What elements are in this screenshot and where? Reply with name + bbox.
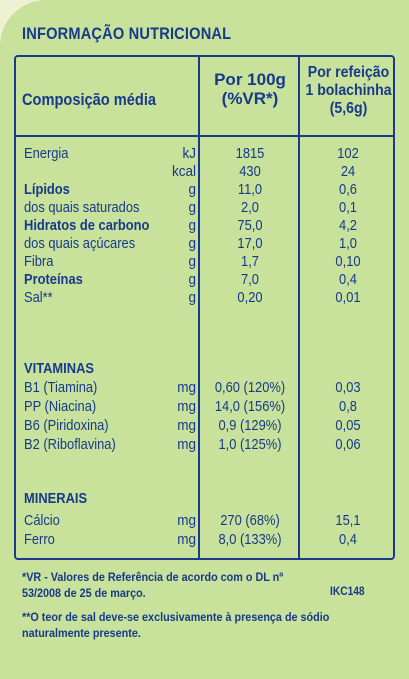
nutrient-per-serving: 0,4 [339,271,357,288]
nutrient-row: dos quais saturados g 2,0 0,1 [16,199,397,218]
nutrient-unit: g [188,253,196,270]
nutrient-per100: 75,0 [237,217,263,234]
nutrient-unit: g [188,217,196,234]
header-composition: Composição média [22,90,157,109]
nutrient-per100: 17,0 [237,235,263,252]
nutrient-row: Lípidos g 11,0 0,6 [16,181,397,200]
mineral-per100: 8,0 (133%) [218,531,282,548]
footnote-salt-line1: **O teor de sal deve-se exclusivamente à… [22,610,330,624]
nutrient-per-serving: 24 [340,163,356,180]
nutrient-per-serving: 1,0 [339,235,357,252]
nutrient-per-serving: 0,1 [339,199,357,216]
vitamin-unit: mg [177,379,196,396]
nutrient-label: Hidratos de carbono [24,217,150,234]
header-per-100g: Por 100g (%VR*) [200,70,300,108]
header-per-serving: Por refeição 1 bolachinha (5,6g) [302,64,394,118]
mineral-unit: mg [177,512,196,529]
vitamin-label: B6 (Piridoxina) [24,417,109,434]
column-divider-2 [298,57,300,558]
vitamin-per100: 14,0 (156%) [214,398,286,415]
mineral-per-serving: 0,4 [339,531,357,548]
nutrient-label: Fibra [24,253,54,270]
nutrient-per100: 2,0 [241,199,259,216]
nutrient-label: Lípidos [24,181,70,198]
mineral-unit: mg [177,531,196,548]
vitamin-row: B6 (Piridoxina) mg 0,9 (129%) 0,05 [16,417,397,436]
vitamin-row: PP (Niacina) mg 14,0 (156%) 0,8 [16,398,397,417]
vitamin-unit: mg [177,436,196,453]
vitamin-per-serving: 0,03 [335,379,361,396]
vitamin-per-serving: 0,05 [335,417,361,434]
nutrition-title: INFORMAÇÃO NUTRICIONAL [22,24,232,43]
mineral-label: Cálcio [24,512,60,529]
nutrient-per-serving: 0,6 [339,181,357,198]
nutrient-label: dos quais saturados [24,199,140,216]
nutrient-unit: g [188,289,196,306]
footnote-salt: **O teor de sal deve-se exclusivamente à… [22,609,382,641]
mineral-per-serving: 15,1 [335,512,361,529]
header-per-100g-line2: (%VR*) [221,89,279,108]
header-per-serving-line1: Por refeição [307,64,390,81]
vitamin-per100: 1,0 (125%) [218,436,282,453]
nutrient-unit: g [188,199,196,216]
nutrient-per-serving: 0,01 [335,289,361,306]
header-divider [16,135,393,137]
vitamin-per-serving: 0,06 [335,436,361,453]
mineral-label: Ferro [24,531,55,548]
nutrient-per100: 1,7 [241,253,259,270]
vitamin-row: B2 (Riboflavina) mg 1,0 (125%) 0,06 [16,436,397,455]
nutrient-row: Hidratos de carbono g 75,0 4,2 [16,217,397,236]
nutrition-table: Composição média Por 100g (%VR*) Por ref… [14,55,395,560]
footnote-vr-line2: 53/2008 de 25 de março. [22,586,146,600]
vitamins-heading: VITAMINAS [24,360,94,377]
nutrient-unit: kJ [182,145,197,162]
nutrient-label: Energia [24,145,69,162]
nutrient-row: kcal 430 24 [16,163,397,182]
nutrient-unit: g [188,271,196,288]
header-per-serving-line3: (5,6g) [329,100,368,117]
header-per-100g-line1: Por 100g [214,70,286,89]
nutrient-row: dos quais açúcares g 17,0 1,0 [16,235,397,254]
footnote-vr: *VR - Valores de Referência de acordo co… [22,569,382,601]
vitamin-per100: 0,60 (120%) [214,379,286,396]
nutrient-unit: kcal [171,163,196,180]
mineral-per100: 270 (68%) [220,512,280,529]
vitamin-label: PP (Niacina) [24,398,97,415]
vitamin-per100: 0,9 (129%) [218,417,282,434]
column-divider-1 [198,57,200,558]
nutrient-per100: 430 [239,163,261,180]
nutrient-row: Energia kJ 1815 102 [16,145,397,164]
nutrient-per100: 1815 [235,145,265,162]
minerals-heading: MINERAIS [24,490,88,507]
nutrient-per-serving: 102 [337,145,359,162]
nutrient-per100: 0,20 [237,289,263,306]
nutrient-row: Proteínas g 7,0 0,4 [16,271,397,290]
nutrient-row: Sal** g 0,20 0,01 [16,289,397,308]
nutrient-label: Sal** [24,289,53,306]
nutrient-per-serving: 4,2 [339,217,357,234]
product-code: IKC148 [330,584,365,598]
vitamin-per-serving: 0,8 [339,398,357,415]
vitamin-unit: mg [177,398,196,415]
nutrient-label: dos quais açúcares [24,235,136,252]
footnote-vr-line1: *VR - Valores de Referência de acordo co… [22,570,284,584]
nutrient-row: Fibra g 1,7 0,10 [16,253,397,272]
nutrient-unit: g [188,181,196,198]
header-per-serving-line2: 1 bolachinha [305,82,392,99]
nutrient-label: Proteínas [24,271,83,288]
vitamin-unit: mg [177,417,196,434]
footnote-salt-line2: naturalmente presente. [22,626,141,640]
nutrient-per100: 11,0 [237,181,263,198]
vitamin-label: B1 (Tiamina) [24,379,98,396]
vitamin-row: B1 (Tiamina) mg 0,60 (120%) 0,03 [16,379,397,398]
nutrient-unit: g [188,235,196,252]
vitamin-label: B2 (Riboflavina) [24,436,116,453]
nutrient-per-serving: 0,10 [335,253,361,270]
mineral-row: Cálcio mg 270 (68%) 15,1 [16,512,397,531]
mineral-row: Ferro mg 8,0 (133%) 0,4 [16,531,397,550]
nutrient-per100: 7,0 [241,271,259,288]
